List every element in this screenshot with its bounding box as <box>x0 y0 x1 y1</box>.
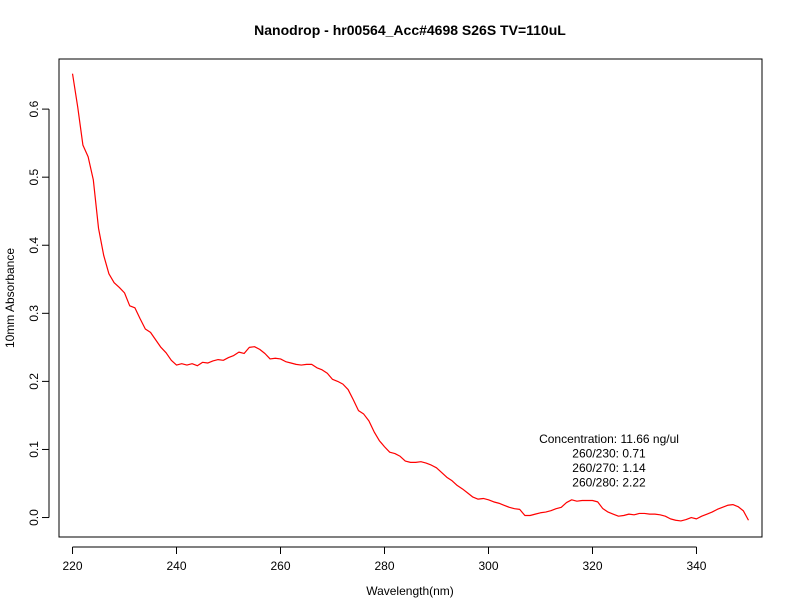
y-axis: 0.0 0.1 0.2 0.3 0.4 0.5 0.6 <box>27 100 50 526</box>
y-tick-label: 0.6 <box>27 100 41 117</box>
x-tick-label: 300 <box>478 559 498 573</box>
plot-frame <box>58 58 763 538</box>
ratio-label: 260/230: 0.71 <box>572 447 646 461</box>
y-axis-label: 10mm Absorbance <box>3 248 17 348</box>
chart-title: Nanodrop - hr00564_Acc#4698 S26S TV=110u… <box>254 22 566 38</box>
y-tick-label: 0.4 <box>27 237 41 254</box>
x-axis: 220 240 260 280 300 320 340 <box>63 546 707 573</box>
series-layer <box>71 73 750 522</box>
x-tick-label: 280 <box>374 559 394 573</box>
x-tick-label: 220 <box>63 559 83 573</box>
y-tick-label: 0.1 <box>27 441 41 458</box>
y-tick-label: 0.2 <box>27 373 41 390</box>
y-tick-label: 0.0 <box>27 509 41 526</box>
concentration-label: Concentration: 11.66 ng/ul <box>539 432 679 446</box>
x-axis-label: Wavelength(nm) <box>366 584 454 598</box>
ratio-label: 260/280: 2.22 <box>572 476 646 490</box>
ratio-label: 260/270: 1.14 <box>572 461 646 475</box>
y-tick-label: 0.5 <box>27 169 41 186</box>
x-tick-label: 320 <box>582 559 602 573</box>
y-tick-label: 0.3 <box>27 305 41 322</box>
x-tick-label: 340 <box>686 559 706 573</box>
absorbance-series-line <box>71 73 750 522</box>
x-tick-label: 240 <box>166 559 186 573</box>
x-tick-label: 260 <box>270 559 290 573</box>
